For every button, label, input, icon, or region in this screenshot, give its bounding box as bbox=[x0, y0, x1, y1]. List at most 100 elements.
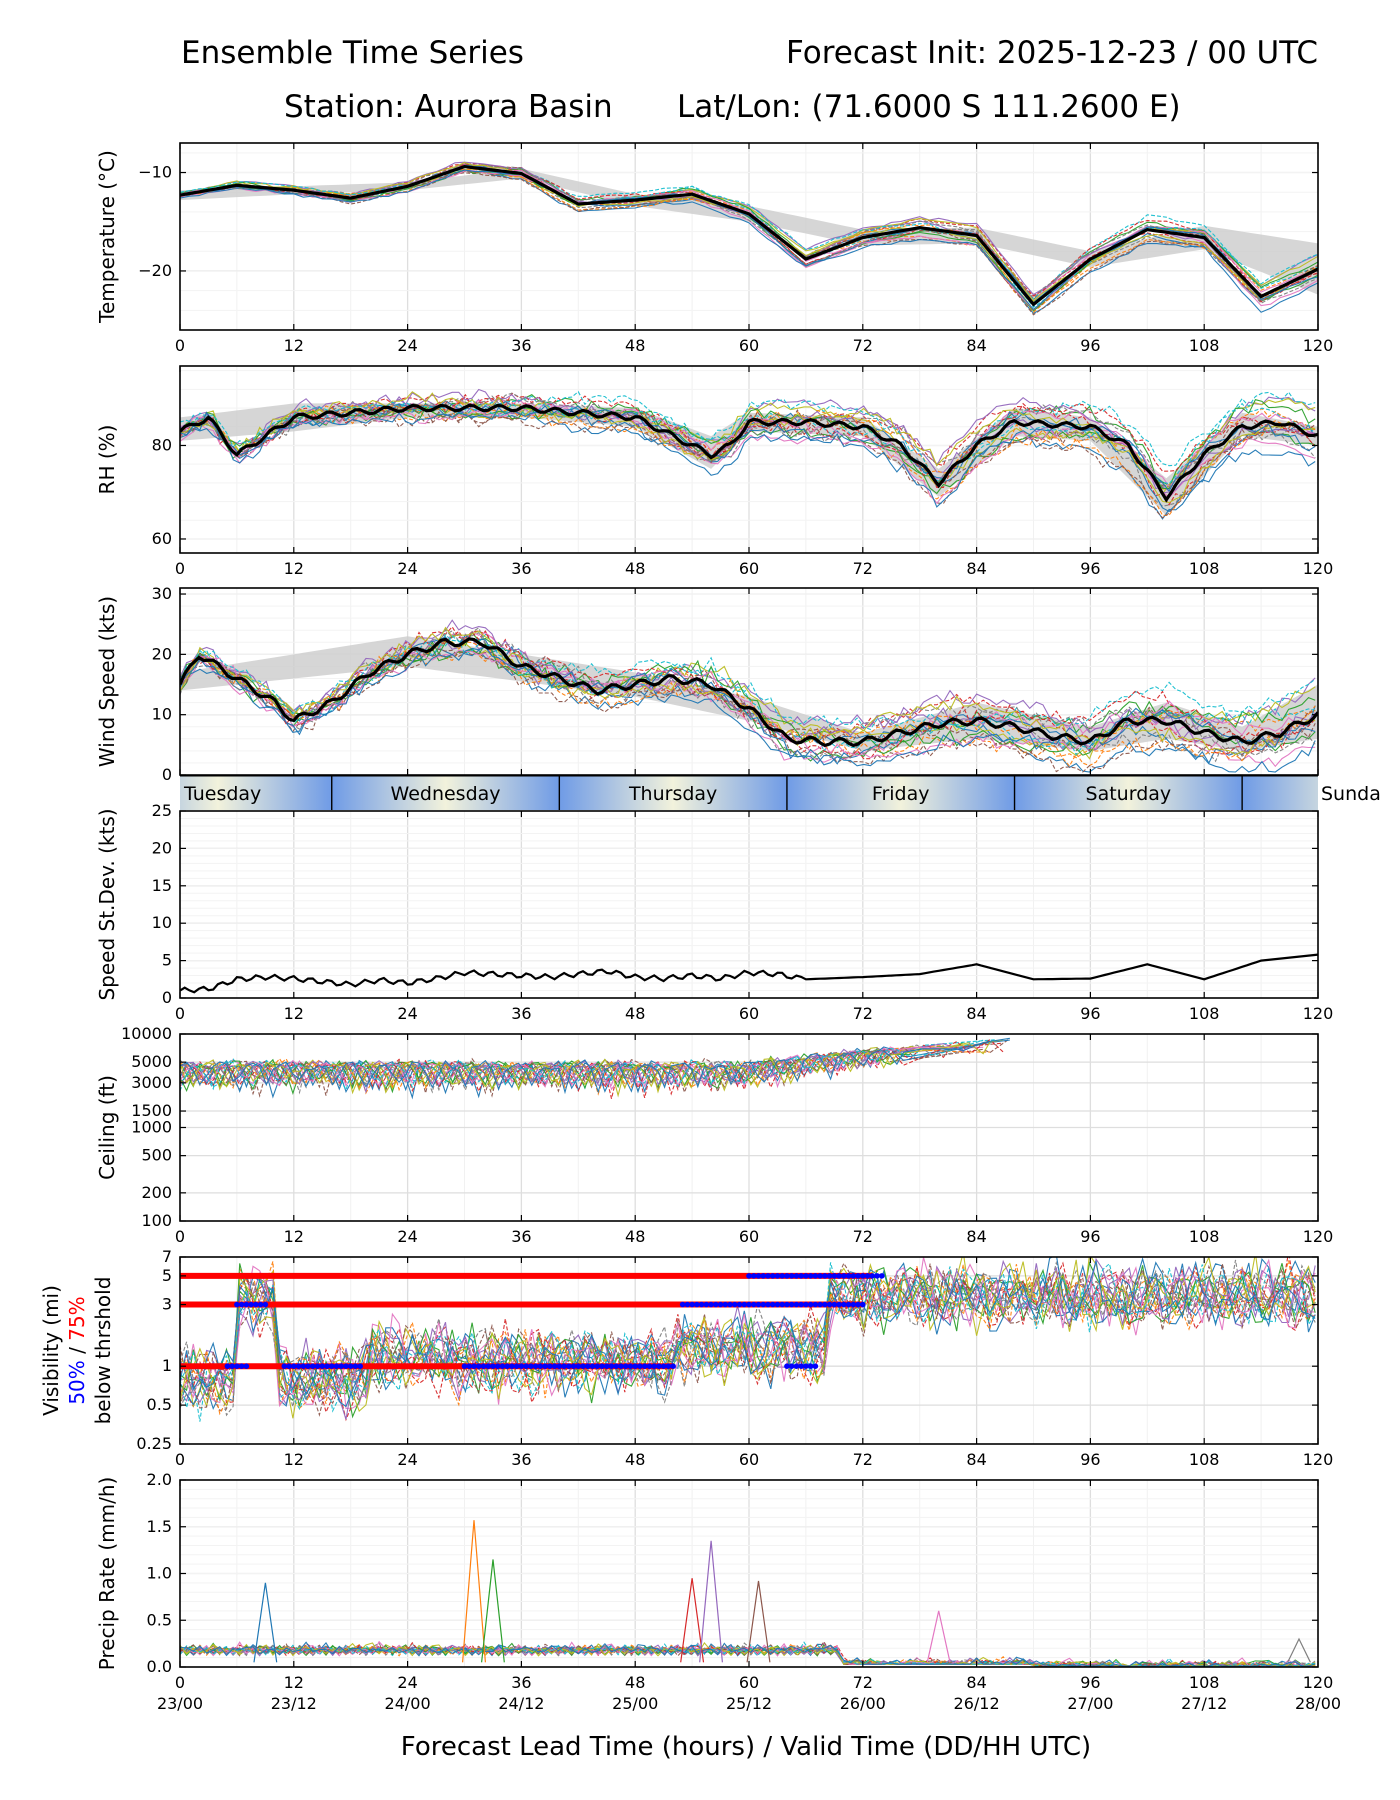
threshold-50-dot bbox=[779, 1301, 785, 1308]
panel-visibility: 0.25 0.5 1 3 57 0 12 24 36 48 60 72 84 96 108 120 Visibi… bbox=[39, 1247, 1333, 1469]
threshold-50-dot bbox=[807, 1363, 814, 1370]
threshold-50-dot bbox=[765, 1301, 771, 1308]
threshold-50-dot bbox=[542, 1363, 548, 1370]
precip-peak bbox=[926, 1610, 951, 1663]
threshold-50-dot bbox=[224, 1363, 231, 1370]
panel-precip: 0.0 0.5 1.0 1.5 2.0 0 12 24 36 48 60 72 84 96 108 120 Pr… bbox=[95, 1470, 1341, 1713]
threshold-50-dot bbox=[850, 1301, 857, 1308]
threshold-50-dot bbox=[708, 1301, 714, 1308]
threshold-50-dot bbox=[537, 1363, 544, 1370]
x-tick-label: 84 bbox=[966, 1450, 986, 1469]
valid-time-label: 28/00 bbox=[1295, 1694, 1341, 1713]
threshold-50-dot bbox=[784, 1363, 790, 1370]
y-tick-label: 10 bbox=[152, 913, 172, 932]
y-axis-label: Wind Speed (kts) bbox=[95, 596, 119, 767]
x-tick-label: 24 bbox=[397, 1004, 417, 1023]
threshold-50-dot bbox=[798, 1301, 804, 1308]
threshold-50-dot bbox=[651, 1363, 657, 1370]
precip-peak bbox=[680, 1578, 705, 1663]
threshold-50-dot bbox=[798, 1363, 804, 1370]
y-tick-label: 5 bbox=[162, 951, 172, 970]
member-line-14 bbox=[180, 1038, 1004, 1096]
threshold-50-dot bbox=[528, 1363, 534, 1370]
x-tick-label: 48 bbox=[625, 559, 645, 578]
member-line-7 bbox=[180, 399, 1316, 499]
threshold-50-dot bbox=[234, 1363, 240, 1370]
x-tick-label: 0 bbox=[175, 1004, 185, 1023]
threshold-50-dot bbox=[300, 1363, 307, 1370]
threshold-50-dot bbox=[641, 1363, 648, 1370]
grid-precip bbox=[180, 1479, 1318, 1668]
y-tick-label: 1000 bbox=[131, 1118, 172, 1137]
threshold-50-dot bbox=[850, 1273, 857, 1279]
threshold-50-dot bbox=[793, 1363, 800, 1370]
x-tick-label: 60 bbox=[739, 336, 759, 355]
x-tick-label: 60 bbox=[739, 1004, 759, 1023]
threshold-50-dot bbox=[480, 1363, 487, 1370]
threshold-50-dot bbox=[845, 1273, 852, 1279]
member-line-4 bbox=[180, 393, 1316, 506]
threshold-50-dot bbox=[556, 1363, 563, 1370]
threshold-50-dot bbox=[314, 1363, 321, 1370]
member-line-6 bbox=[180, 650, 1316, 766]
threshold-50-dot bbox=[347, 1363, 354, 1370]
day-band bbox=[331, 776, 560, 810]
threshold-50-dot bbox=[646, 1363, 653, 1370]
day-label: Thursday bbox=[628, 783, 717, 805]
threshold-50-dot bbox=[461, 1363, 468, 1370]
y-tick-label: 80 bbox=[152, 435, 172, 454]
member-line-4 bbox=[180, 625, 1316, 755]
x-tick-label: 120 bbox=[1303, 1450, 1334, 1469]
x-tick-label: 108 bbox=[1189, 559, 1220, 578]
member-line-21 bbox=[180, 1257, 1316, 1408]
pct-75: 75% bbox=[65, 1296, 89, 1340]
x-tick-label: 24 bbox=[397, 336, 417, 355]
threshold-50-dot bbox=[309, 1363, 316, 1370]
threshold-50-dot bbox=[286, 1363, 292, 1370]
threshold-50-dot bbox=[812, 1273, 819, 1279]
day-band bbox=[559, 776, 787, 810]
threshold-50-dot bbox=[774, 1301, 781, 1308]
x-tick-label: 36 bbox=[511, 1004, 531, 1023]
x-tick-label: 60 bbox=[739, 1227, 759, 1246]
threshold-50-dot bbox=[694, 1301, 700, 1308]
threshold-50-dot bbox=[324, 1363, 330, 1370]
x-tick-label: 48 bbox=[625, 1004, 645, 1023]
x-tick-label: 72 bbox=[853, 1004, 873, 1023]
x-tick-label: 60 bbox=[739, 1450, 759, 1469]
x-tick-label: 48 bbox=[625, 1450, 645, 1469]
member-line-19 bbox=[180, 1039, 1004, 1098]
valid-time-label: 25/00 bbox=[612, 1694, 658, 1713]
threshold-50-dot bbox=[504, 1363, 510, 1370]
threshold-50-dot bbox=[665, 1363, 672, 1370]
x-tick-label: 48 bbox=[625, 336, 645, 355]
x-tick-label: 96 bbox=[1080, 336, 1100, 355]
threshold-50-dot bbox=[803, 1363, 809, 1370]
grid-speed_stdev bbox=[180, 810, 1318, 999]
threshold-50-dot bbox=[807, 1301, 814, 1308]
threshold-50-dot bbox=[594, 1363, 601, 1370]
x-tick-label: 60 bbox=[739, 1673, 759, 1692]
x-tick-label: 0 bbox=[175, 1227, 185, 1246]
y-tick-label: 5 bbox=[162, 1266, 172, 1285]
member-line-15 bbox=[180, 619, 1316, 752]
x-tick-label: 72 bbox=[853, 1227, 873, 1246]
x-tick-label: 60 bbox=[739, 559, 759, 578]
station-name: Station: Aurora Basin bbox=[284, 89, 613, 125]
member-line-18 bbox=[180, 162, 1318, 304]
threshold-50-dot bbox=[589, 1363, 596, 1370]
threshold-50-dot bbox=[769, 1273, 776, 1279]
threshold-50-dot bbox=[812, 1363, 819, 1370]
x-tick-label: 12 bbox=[284, 336, 304, 355]
member-line-12 bbox=[180, 400, 1316, 516]
threshold-50-dot bbox=[784, 1273, 790, 1279]
valid-time-label: 24/00 bbox=[385, 1694, 431, 1713]
x-tick-label: 108 bbox=[1189, 336, 1220, 355]
threshold-50-dot bbox=[656, 1363, 662, 1370]
threshold-50-dot bbox=[532, 1363, 539, 1370]
threshold-50-dot bbox=[281, 1363, 288, 1370]
y-tick-label: 200 bbox=[141, 1183, 172, 1202]
y-tick-label: 1500 bbox=[131, 1101, 172, 1120]
threshold-50-dot bbox=[243, 1363, 250, 1370]
threshold-50-dot bbox=[727, 1301, 733, 1308]
